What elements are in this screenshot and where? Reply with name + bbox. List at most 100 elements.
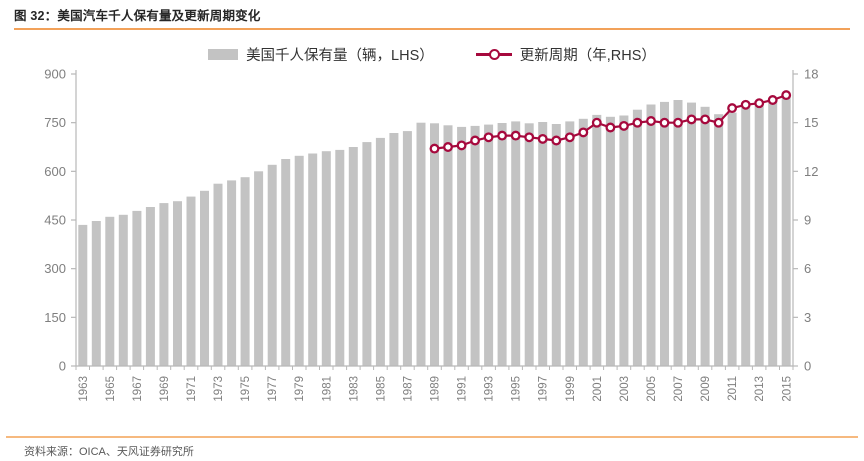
- chart-legend: 美国千人保有量（辆，LHS） 更新周期（年,RHS）: [0, 42, 864, 66]
- cycle-point-2013: [754, 98, 765, 109]
- x-tick-label: 1969: [159, 376, 171, 402]
- right-tick-label: 0: [804, 359, 811, 374]
- cycle-point-2008: [686, 114, 697, 125]
- cycle-point-1995: [510, 130, 521, 141]
- bar-1994: [497, 123, 507, 366]
- cycle-point-2015: [781, 90, 792, 101]
- bar-1986: [389, 133, 399, 366]
- bar-1993: [484, 124, 494, 366]
- bar-2006: [660, 101, 669, 367]
- cycle-point-1993: [483, 132, 494, 143]
- right-tick-label: 18: [804, 67, 818, 82]
- bar-2001: [592, 114, 602, 367]
- left-tick-label: 300: [44, 261, 66, 276]
- bar-1997: [538, 122, 548, 366]
- x-tick-label: 2003: [619, 376, 631, 402]
- legend-label-cycle: 更新周期（年,RHS）: [519, 47, 656, 64]
- bar-1995: [511, 121, 521, 367]
- bar-1988: [416, 122, 426, 366]
- bar-2003: [619, 115, 629, 366]
- bar-2010: [714, 114, 724, 366]
- bar-1973: [213, 183, 223, 366]
- bar-1999: [565, 121, 575, 367]
- right-tick-label: 9: [804, 213, 811, 228]
- bar-1984: [362, 142, 372, 366]
- cycle-point-1998: [551, 135, 562, 146]
- x-tick-label: 1977: [267, 376, 279, 402]
- x-tick-label: 2011: [727, 376, 739, 401]
- bar-1968: [145, 207, 155, 366]
- x-tick-label: 1965: [105, 376, 117, 402]
- bar-1982: [335, 149, 345, 366]
- cycle-point-2010: [713, 117, 724, 128]
- bar-1990: [443, 125, 453, 366]
- bar-1977: [267, 164, 277, 366]
- cycle-point-1997: [537, 133, 548, 144]
- figure-card: 图 32：美国汽车千人保有量及更新周期变化 美国千人保有量（辆，LHS） 更新周…: [0, 5, 864, 461]
- x-tick-label: 1999: [565, 376, 577, 402]
- left-tick-label: 600: [44, 164, 66, 179]
- cycle-point-1989: [429, 143, 440, 154]
- footer-divider: [6, 436, 858, 438]
- bar-1972: [200, 190, 209, 366]
- figure-title: 图 32：美国汽车千人保有量及更新周期变化: [14, 9, 261, 23]
- x-tick-label: 1989: [430, 376, 442, 402]
- bar-2007: [673, 100, 683, 366]
- cycle-point-2003: [618, 120, 629, 131]
- right-tick-label: 3: [804, 310, 811, 325]
- legend-item-cycle: 更新周期（年,RHS）: [475, 44, 656, 65]
- bar-2014: [768, 100, 778, 366]
- x-tick-label: 1991: [457, 376, 469, 402]
- left-tick-label: 0: [59, 359, 66, 374]
- bar-1989: [430, 123, 439, 366]
- bar-1974: [227, 180, 237, 366]
- cycle-point-1991: [456, 140, 467, 151]
- cycle-point-2006: [659, 117, 670, 128]
- x-tick-label: 1971: [186, 376, 198, 402]
- bar-1969: [159, 203, 169, 366]
- x-tick-label: 1993: [484, 376, 496, 402]
- bar-2004: [632, 109, 642, 366]
- cycle-point-2001: [591, 117, 602, 128]
- bar-1979: [294, 155, 304, 366]
- bar-2012: [741, 106, 751, 367]
- x-tick-label: 1979: [294, 376, 306, 402]
- bar-1996: [524, 123, 534, 366]
- cycle-point-1990: [443, 142, 453, 152]
- bar-1998: [551, 124, 561, 366]
- bar-1970: [173, 201, 182, 366]
- x-tick-label: 1975: [240, 376, 252, 402]
- x-tick-label: 2007: [673, 376, 685, 402]
- bar-1966: [118, 214, 128, 366]
- bar-1967: [132, 210, 142, 366]
- x-tick-label: 2015: [781, 376, 793, 402]
- title-divider: [14, 28, 850, 30]
- bar-1963: [78, 224, 88, 366]
- bar-1991: [457, 126, 467, 367]
- x-tick-label: 2001: [592, 376, 604, 402]
- bar-2015: [781, 96, 791, 366]
- bar-1992: [470, 125, 480, 367]
- x-tick-label: 1973: [213, 376, 225, 402]
- x-tick-label: 1983: [348, 376, 360, 402]
- x-tick-label: 2009: [700, 376, 712, 402]
- left-tick-label: 750: [44, 115, 66, 130]
- bar-1978: [281, 159, 291, 366]
- cycle-point-2007: [673, 117, 683, 128]
- x-tick-label: 1995: [511, 376, 523, 402]
- x-tick-label: 1985: [375, 376, 387, 402]
- bar-2005: [646, 104, 656, 366]
- right-tick-label: 6: [804, 261, 811, 276]
- legend-item-ownership: 美国千人保有量（辆，LHS）: [208, 44, 434, 65]
- bar-2011: [727, 112, 737, 366]
- source-note: 资料来源：OICA、天风证券研究所: [24, 446, 194, 458]
- bar-1975: [240, 177, 250, 366]
- bar-1980: [308, 153, 318, 366]
- cycle-point-1992: [470, 135, 481, 146]
- line-marker-icon: [475, 48, 512, 60]
- cycle-point-2005: [646, 116, 656, 126]
- cycle-point-2009: [700, 114, 711, 125]
- bar-2008: [687, 102, 696, 366]
- cycle-point-1999: [564, 132, 575, 143]
- bar-1964: [91, 221, 101, 366]
